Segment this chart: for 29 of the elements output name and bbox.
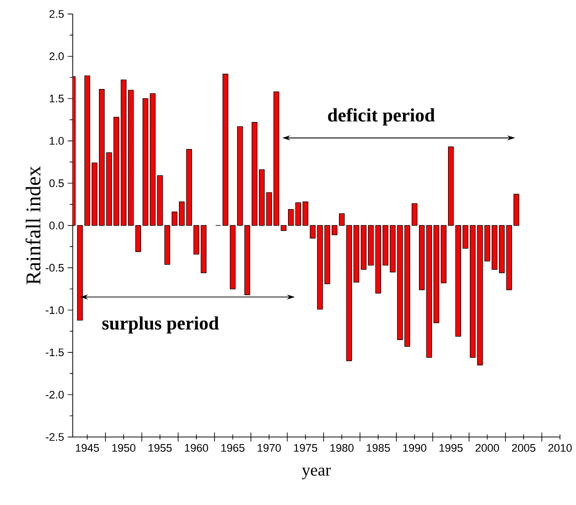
y-tick-label: 1.5 bbox=[50, 94, 64, 102]
y-tick-label: -1.5 bbox=[46, 348, 64, 356]
x-tick-label: 1985 bbox=[366, 444, 390, 452]
y-tick-label: 0.0 bbox=[49, 222, 64, 230]
x-tick-label: 1980 bbox=[330, 444, 354, 452]
annotation: surplus period bbox=[102, 316, 219, 334]
x-tick-label: 1990 bbox=[403, 444, 426, 452]
y-tick-label: 0.5 bbox=[49, 179, 64, 188]
x-tick-label: 1945 bbox=[76, 444, 99, 452]
annotation: deficit period bbox=[328, 108, 435, 126]
y-axis-title: Rainfall index bbox=[26, 166, 40, 284]
x-axis-title: year bbox=[302, 468, 331, 480]
x-tick-label: 2000 bbox=[476, 444, 500, 452]
y-tick-label: -1.0 bbox=[46, 306, 64, 314]
x-tick-label: 1970 bbox=[258, 444, 281, 452]
x-tick-label: 2010 bbox=[548, 444, 572, 452]
x-tick-label: 1995 bbox=[440, 444, 463, 452]
y-tick-label: 1.0 bbox=[50, 137, 64, 145]
x-tick-label: 1965 bbox=[221, 444, 244, 452]
y-tick-label: -2.0 bbox=[46, 390, 64, 399]
y-tick-label: -2.5 bbox=[46, 433, 64, 441]
x-tick-label: 1955 bbox=[148, 444, 172, 452]
x-tick-label: 2005 bbox=[512, 444, 536, 452]
y-tick-label: 2.0 bbox=[50, 52, 64, 60]
x-tick-label: 1950 bbox=[112, 444, 136, 452]
x-tick-label: 1960 bbox=[184, 444, 208, 452]
y-tick-label: 2.5 bbox=[50, 10, 64, 18]
x-tick-label: 1975 bbox=[294, 444, 318, 452]
y-tick-label: -0.5 bbox=[46, 264, 64, 272]
